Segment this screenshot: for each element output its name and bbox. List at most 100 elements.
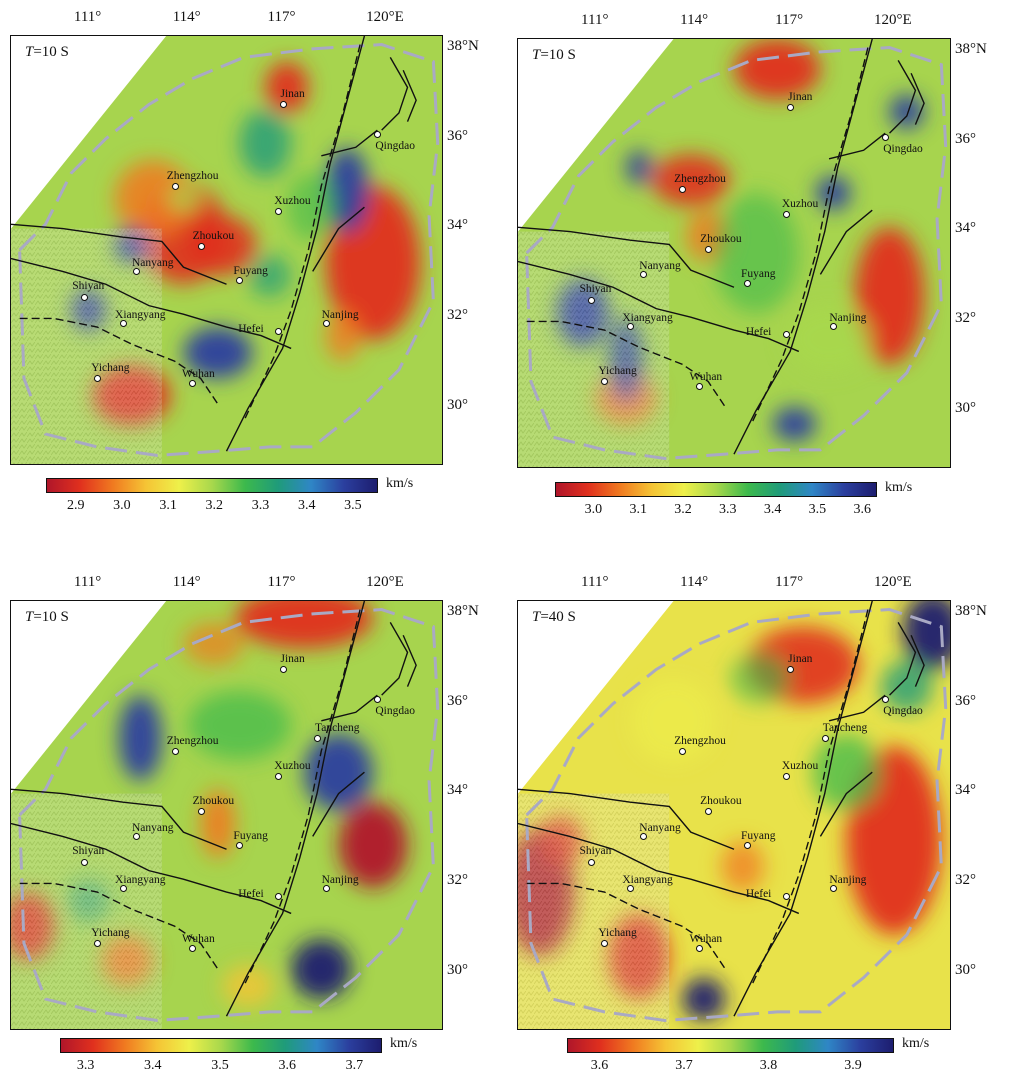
fault-line	[518, 788, 735, 850]
colorbar-tick-label: 3.3	[719, 502, 737, 517]
city-label-jinan: Jinan	[280, 653, 305, 666]
city-marker-nanjing	[830, 884, 838, 892]
longitude-label: 120°E	[366, 574, 404, 590]
city-label-fuyang: Fuyang	[233, 264, 268, 277]
velocity-anomaly	[235, 601, 374, 649]
city-marker-hefei	[782, 331, 790, 339]
city-marker-tancheng	[821, 734, 829, 742]
colorbar-tick-label: 3.1	[159, 498, 177, 513]
velocity-anomaly	[304, 733, 374, 811]
city-label-shiyan: Shiyan	[72, 280, 105, 293]
city-marker-wuhan	[189, 944, 197, 952]
longitude-label: 111°	[73, 574, 102, 590]
colorbar-tick-label: 3.4	[763, 502, 782, 517]
colorbar-tick-label: 3.2	[205, 498, 224, 513]
longitude-label: 117°	[267, 574, 296, 590]
colorbar-tick-label: 3.3	[251, 498, 270, 513]
latitude-label: 34°	[447, 782, 468, 799]
city-label-shiyan: Shiyan	[72, 845, 105, 858]
city-label-xiangyang: Xiangyang	[622, 873, 673, 886]
latitude-label: 30°	[955, 400, 976, 417]
city-marker-zhoukou	[705, 807, 713, 815]
city-marker-qingdao	[882, 696, 890, 704]
city-label-yichang: Yichang	[91, 362, 130, 375]
velocity-anomaly	[682, 977, 726, 1021]
city-marker-nanyang	[132, 268, 140, 276]
city-label-nanyang: Nanyang	[639, 260, 681, 273]
resolution-boundary	[18, 608, 440, 1022]
resolution-boundary	[525, 46, 948, 460]
city-label-qingdao: Qingdao	[375, 705, 415, 718]
fault-line	[321, 129, 378, 157]
colorbar-tick-label: 3.8	[759, 1058, 778, 1073]
colorbar-unit: km/s	[885, 480, 913, 495]
city-label-shiyan: Shiyan	[579, 283, 612, 296]
map-graphic	[518, 39, 950, 467]
velocity-anomaly	[729, 652, 791, 704]
city-label-wuhan: Wuhan	[182, 367, 215, 380]
city-marker-xiangyang	[120, 319, 128, 327]
velocity-map: T=10 S Jinan Qingdao Zhengzhou Xuzhou Zhoukou…	[10, 600, 443, 1030]
velocity-anomaly	[222, 964, 274, 1008]
fault-line	[733, 601, 873, 1017]
city-marker-shiyan	[588, 859, 596, 867]
map-graphic	[11, 601, 442, 1029]
city-label-nanjing: Nanjing	[321, 873, 359, 886]
latitude-label: 32°	[447, 307, 468, 324]
city-label-fuyang: Fuyang	[740, 267, 776, 280]
colorbar-tick-label: 3.7	[675, 1058, 693, 1073]
city-label-xuzhou: Xuzhou	[781, 198, 819, 211]
velocity-map: T=10 S Jinan Qingdao Zhengzhou Xuzhou Zhoukou…	[10, 35, 443, 465]
fault-line	[243, 44, 361, 422]
fault-line	[11, 788, 227, 850]
city-marker-xuzhou	[782, 773, 790, 781]
velocity-anomaly	[785, 304, 873, 373]
velocity-anomaly	[811, 733, 881, 811]
city-marker-wuhan	[696, 944, 704, 952]
period-symbol: T	[532, 47, 541, 63]
city-label-zhoukou: Zhoukou	[192, 794, 235, 807]
fault-line	[828, 132, 886, 160]
longitude-label: 114°	[172, 9, 201, 25]
out-of-area-corner	[518, 601, 674, 794]
velocity-anomaly	[286, 172, 339, 242]
latitude-label: 38°N	[955, 602, 987, 619]
city-marker-zhengzhou	[679, 747, 687, 755]
city-marker-xiangyang	[120, 884, 128, 892]
velocity-anomaly	[712, 193, 799, 313]
city-marker-hefei	[782, 893, 790, 901]
velocity-anomaly	[114, 160, 193, 238]
period-value: =10 S	[33, 44, 69, 60]
city-label-zhengzhou: Zhengzhou	[166, 734, 219, 747]
city-label-jinan: Jinan	[788, 653, 813, 666]
velocity-anomaly	[183, 327, 253, 379]
city-label-xiangyang: Xiangyang	[622, 311, 673, 324]
fault-line	[910, 72, 925, 125]
latitude-label: 30°	[447, 962, 468, 979]
colorbar-tick-label: 3.6	[853, 502, 871, 517]
latitude-label: 36°	[447, 692, 468, 709]
map-graphic	[11, 36, 442, 464]
longitude-label: 111°	[581, 12, 609, 28]
city-marker-fuyang	[236, 276, 244, 284]
fault-line	[889, 60, 917, 134]
colorbar	[46, 478, 378, 493]
fault-line	[225, 601, 366, 1017]
city-label-qingdao: Qingdao	[883, 705, 923, 718]
fault-line	[526, 320, 726, 408]
longitude-label: 120°E	[873, 574, 912, 590]
velocity-anomaly	[265, 61, 309, 114]
velocity-anomaly	[772, 407, 817, 442]
city-marker-wuhan	[696, 382, 704, 390]
city-label-qingdao: Qingdao	[375, 140, 415, 153]
longitude-label: 114°	[680, 574, 709, 590]
colorbar-tick-label: 3.5	[211, 1058, 229, 1073]
longitude-label: 120°E	[873, 12, 912, 28]
city-label-zhengzhou: Zhengzhou	[166, 169, 219, 182]
city-marker-xuzhou	[275, 773, 283, 781]
city-label-wuhan: Wuhan	[689, 370, 723, 383]
city-label-tancheng: Tancheng	[315, 721, 360, 734]
latitude-label: 36°	[447, 127, 468, 144]
city-label-jinan: Jinan	[280, 88, 305, 101]
period-value: =10 S	[33, 609, 69, 625]
